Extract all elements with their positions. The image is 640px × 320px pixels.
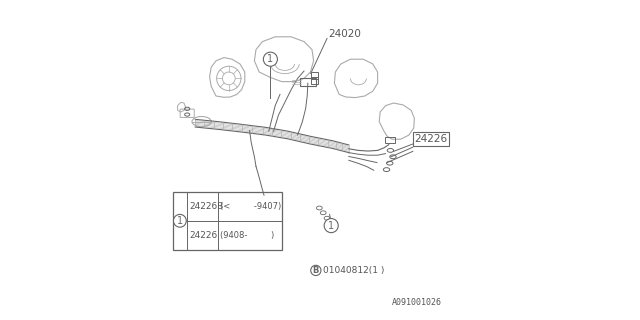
Text: 24226B: 24226B <box>189 202 223 211</box>
Circle shape <box>311 265 321 276</box>
Text: 1: 1 <box>177 216 183 226</box>
Text: 01040812(1 ): 01040812(1 ) <box>323 266 384 275</box>
Text: 1: 1 <box>268 54 273 64</box>
Circle shape <box>264 52 278 66</box>
Text: (<         -9407): (< -9407) <box>220 202 282 211</box>
Text: 24226: 24226 <box>189 231 217 240</box>
Text: 24226: 24226 <box>415 134 447 144</box>
Text: B: B <box>313 266 319 275</box>
Text: A091001026: A091001026 <box>392 298 442 307</box>
Circle shape <box>173 214 186 227</box>
Text: (9408-         ): (9408- ) <box>220 231 275 240</box>
Circle shape <box>324 219 339 233</box>
Text: 24020: 24020 <box>329 28 362 39</box>
Text: 1: 1 <box>328 220 334 231</box>
